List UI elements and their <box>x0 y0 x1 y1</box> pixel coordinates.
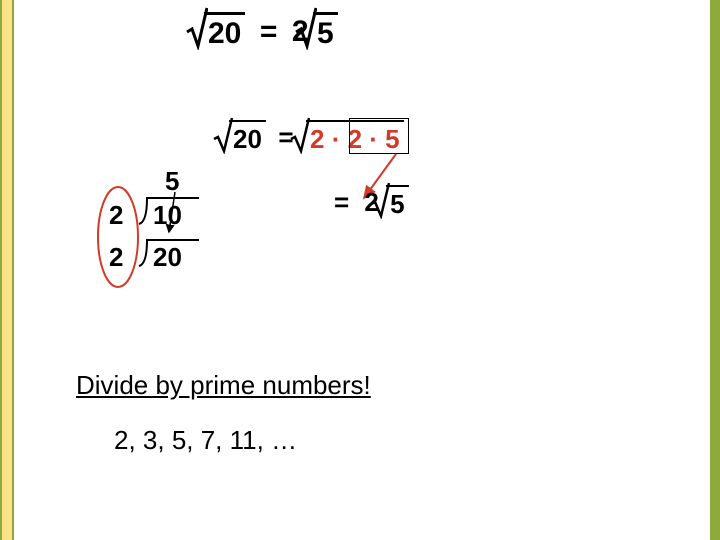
sqrt-5: 5 <box>386 185 408 220</box>
top-equation: 20 = 2 5 <box>204 12 338 51</box>
radicand-20: 20 <box>204 12 245 51</box>
sqrt-5-right: 5 <box>313 12 338 51</box>
slide-content: 20 = 2 5 20 = 2 · 2 · 5 <box>14 0 710 540</box>
red-ellipse <box>90 182 146 292</box>
worked-equation-line-2: = 2 5 <box>334 185 409 220</box>
right-accent-bar <box>710 0 720 540</box>
radical-icon <box>213 116 233 154</box>
radical-icon <box>370 181 390 219</box>
left-accent-bar <box>0 0 14 540</box>
radicand-20: 20 <box>229 120 266 155</box>
sqrt-20-left: 20 <box>204 12 245 51</box>
sqrt-20: 20 <box>229 120 266 155</box>
radical-icon <box>295 6 317 50</box>
instruction-text: Divide by prime numbers! <box>76 370 371 401</box>
equals-sign: = <box>334 187 349 217</box>
primes-list: 2, 3, 5, 7, 11, … <box>114 425 297 456</box>
ladder-arrow-down <box>159 188 189 248</box>
pair-box <box>349 118 409 154</box>
radical-icon <box>290 116 310 154</box>
radical-icon <box>186 6 208 50</box>
equals-sign: = <box>260 15 278 48</box>
